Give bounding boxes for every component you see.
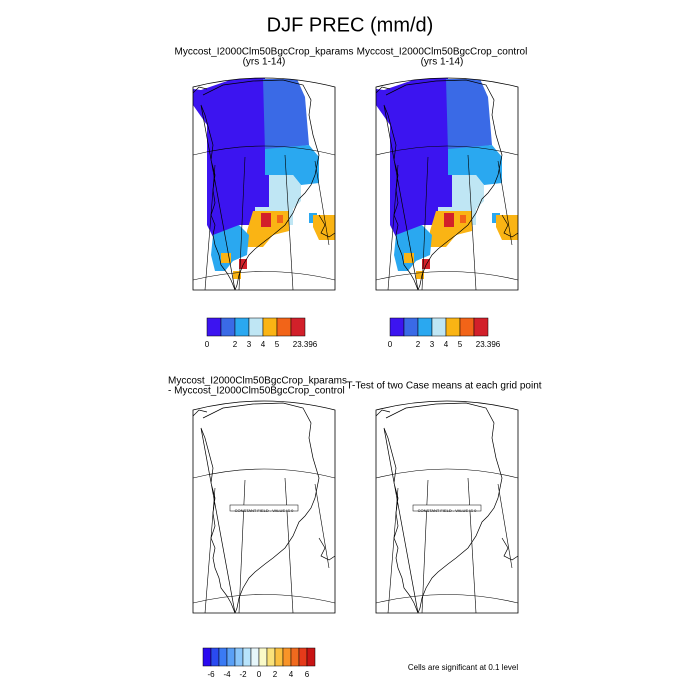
colorbar-swatch — [258, 647, 268, 667]
colorbar-swatch — [250, 647, 260, 667]
colorbar-label: 2 — [233, 340, 238, 349]
colorbar-label: 2 — [416, 340, 421, 349]
colorbar-label: 4 — [261, 340, 266, 349]
colorbar-swatch — [218, 647, 228, 667]
panel-title: T-Test of two Case means at each grid po… — [346, 381, 541, 392]
colorbar-label: 3 — [430, 340, 435, 349]
colorbar-label: 6 — [305, 670, 310, 679]
colorbar-swatch — [473, 317, 489, 337]
colorbar-swatch — [459, 317, 475, 337]
map-panel — [375, 400, 519, 614]
colorbar-label: 23.396 — [476, 340, 501, 349]
colorbar-swatch — [298, 647, 308, 667]
colorbar-swatch — [306, 647, 316, 667]
panel-subtitle: (yrs 1-14) — [243, 57, 286, 68]
panel-title: Myccost_I2000Clm50BgcCrop_kparams — [168, 376, 347, 387]
panel-title: Myccost_I2000Clm50BgcCrop_control — [357, 47, 528, 58]
colorbar-swatch — [403, 317, 419, 337]
colorbar-label: 0 — [257, 670, 262, 679]
panel-title: Myccost_I2000Clm50BgcCrop_kparams — [175, 47, 354, 58]
colorbar-swatch — [282, 647, 292, 667]
colorbar-label: 5 — [275, 340, 280, 349]
colorbar-label: -4 — [223, 670, 231, 679]
significance-note: Cells are significant at 0.1 level — [408, 663, 519, 672]
map-panel — [375, 77, 519, 291]
colorbar-swatch — [290, 317, 306, 337]
colorbar-swatch — [248, 317, 264, 337]
colorbar-swatch — [389, 317, 405, 337]
colorbar-swatch — [262, 317, 278, 337]
colorbar-label: 3 — [247, 340, 252, 349]
colorbar-swatch — [202, 647, 212, 667]
colorbar-label: -6 — [207, 670, 215, 679]
colorbars: 0 2 3 4 5 23.396 0 2 3 4 5 23.396-6 -4 -2 0 2 4 6 — [202, 317, 501, 679]
colorbar-swatch — [206, 317, 222, 337]
colorbar-swatch — [445, 317, 461, 337]
colorbar-label: 0 — [205, 340, 210, 349]
colorbar-label: 4 — [289, 670, 294, 679]
constant-note: CONSTANT FIELD - VALUE IS 0 — [418, 508, 477, 513]
constant-note: CONSTANT FIELD - VALUE IS 0 — [235, 508, 294, 513]
colorbar-swatch — [266, 647, 276, 667]
colorbar-label: 4 — [444, 340, 449, 349]
colorbar-swatch — [417, 317, 433, 337]
colorbar-swatch — [210, 647, 220, 667]
colorbar-swatch — [290, 647, 300, 667]
colorbar-label: -2 — [239, 670, 247, 679]
colorbar-swatch — [431, 317, 447, 337]
colorbar-swatch — [234, 647, 244, 667]
colorbar-label: 5 — [458, 340, 463, 349]
panel-subtitle: - Myccost_I2000Clm50BgcCrop_control — [168, 386, 345, 397]
colorbar-swatch — [242, 647, 252, 667]
colorbar-swatch — [234, 317, 250, 337]
figure-title: DJF PREC (mm/d) — [267, 14, 434, 36]
map-panel — [192, 400, 336, 614]
colorbar-label: 23.396 — [293, 340, 318, 349]
colorbar-swatch — [220, 317, 236, 337]
colorbar-swatch — [276, 317, 292, 337]
colorbar-label: 2 — [273, 670, 278, 679]
map-panel — [192, 77, 336, 291]
colorbar-swatch — [226, 647, 236, 667]
colorbar-swatch — [274, 647, 284, 667]
colorbar-label: 0 — [388, 340, 393, 349]
panel-subtitle: (yrs 1-14) — [421, 57, 464, 68]
